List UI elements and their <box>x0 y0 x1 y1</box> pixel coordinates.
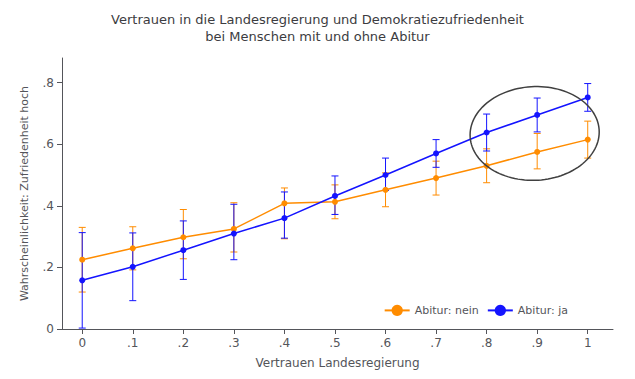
svg-text:0: 0 <box>46 322 54 336</box>
svg-text:Wahrscheinlichkeit: Zufriedenh: Wahrscheinlichkeit: Zufriedenheit hoch <box>18 86 31 301</box>
svg-text:.6: .6 <box>380 336 391 350</box>
svg-text:Abitur: ja: Abitur: ja <box>518 304 568 317</box>
svg-text:Abitur: nein: Abitur: nein <box>415 304 479 317</box>
svg-text:.7: .7 <box>430 336 441 350</box>
svg-text:.4: .4 <box>279 336 290 350</box>
svg-text:1: 1 <box>584 336 592 350</box>
svg-text:bei Menschen mit und ohne Abit: bei Menschen mit und ohne Abitur <box>205 29 430 44</box>
svg-text:.2: .2 <box>178 336 189 350</box>
svg-text:.5: .5 <box>329 336 340 350</box>
svg-text:.6: .6 <box>43 137 54 151</box>
svg-text:.3: .3 <box>228 336 239 350</box>
svg-text:.4: .4 <box>43 199 54 213</box>
svg-text:.2: .2 <box>43 260 54 274</box>
svg-text:Vertrauen Landesregierung: Vertrauen Landesregierung <box>255 356 419 370</box>
svg-text:Vertrauen in die Landesregieru: Vertrauen in die Landesregierung und Dem… <box>111 12 524 27</box>
svg-text:.9: .9 <box>531 336 542 350</box>
svg-text:.8: .8 <box>481 336 492 350</box>
svg-text:0: 0 <box>78 336 86 350</box>
svg-text:.1: .1 <box>127 336 138 350</box>
svg-text:.8: .8 <box>43 76 54 90</box>
